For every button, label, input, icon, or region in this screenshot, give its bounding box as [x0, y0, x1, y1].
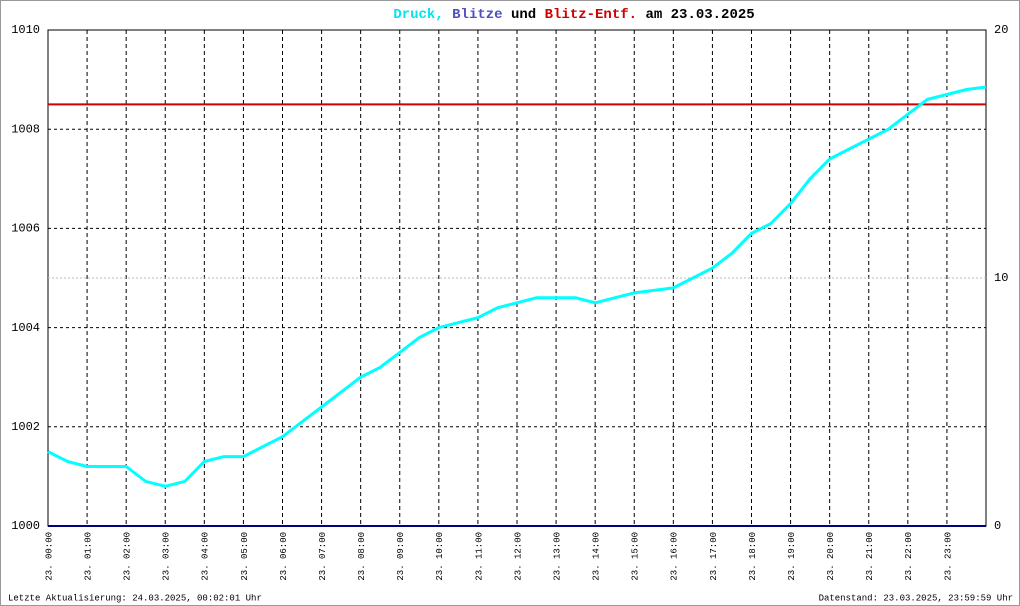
x-tick-label: 23. 22:00 — [904, 532, 914, 581]
y-tick-label: 1004 — [11, 321, 40, 335]
x-tick-label: 23. 20:00 — [826, 532, 836, 581]
title-part: Blitze — [452, 7, 502, 23]
y2-tick-label: 0 — [994, 519, 1001, 533]
x-tick-label: 23. 11:00 — [474, 532, 484, 581]
x-tick-label: 23. 10:00 — [435, 532, 445, 581]
x-tick-label: 23. 09:00 — [396, 532, 406, 581]
series-line — [47, 85, 987, 488]
x-tick-label: 23. 08:00 — [357, 532, 367, 581]
y2-tick-label: 20 — [994, 23, 1008, 37]
y-tick-label: 1002 — [11, 420, 40, 434]
x-tick-label: 23. 14:00 — [592, 532, 602, 581]
y-tick-label: 1010 — [11, 23, 40, 37]
x-tick-label: 23. 17:00 — [709, 532, 719, 581]
x-tick-label: 23. 07:00 — [318, 532, 328, 581]
title-part: Blitz-Entf. — [545, 7, 637, 23]
y-tick-label: 1006 — [11, 222, 40, 236]
x-tick-label: 23. 01:00 — [83, 532, 93, 581]
x-tick-label: 23. 06:00 — [279, 532, 289, 581]
x-tick-label: 23. 23:00 — [943, 532, 953, 581]
x-tick-label: 23. 05:00 — [240, 532, 250, 581]
x-tick-label: 23. 03:00 — [162, 532, 172, 581]
y-tick-label: 1008 — [11, 122, 40, 136]
x-tick-label: 23. 15:00 — [631, 532, 641, 581]
footer-right: Datenstand: 23.03.2025, 23:59:59 Uhr — [819, 593, 1013, 603]
chart-title: Druck, Blitze und Blitz-Entf. am 23.03.2… — [393, 7, 754, 23]
x-tick-label: 23. 12:00 — [513, 532, 523, 581]
title-part: Druck, — [393, 7, 443, 23]
y2-tick-label: 10 — [994, 271, 1008, 285]
x-tick-label: 23. 00:00 — [44, 532, 54, 581]
title-part: und — [511, 7, 536, 23]
title-part: am 23.03.2025 — [645, 7, 754, 23]
x-tick-label: 23. 18:00 — [748, 532, 758, 581]
y-tick-label: 1000 — [11, 519, 40, 533]
x-tick-label: 23. 16:00 — [670, 532, 680, 581]
x-tick-label: 23. 19:00 — [787, 532, 797, 581]
x-tick-label: 23. 21:00 — [865, 532, 875, 581]
x-tick-label: 23. 13:00 — [552, 532, 562, 581]
footer-left: Letzte Aktualisierung: 24.03.2025, 00:02… — [8, 593, 262, 603]
x-tick-label: 23. 02:00 — [123, 532, 133, 581]
x-tick-label: 23. 04:00 — [201, 532, 211, 581]
